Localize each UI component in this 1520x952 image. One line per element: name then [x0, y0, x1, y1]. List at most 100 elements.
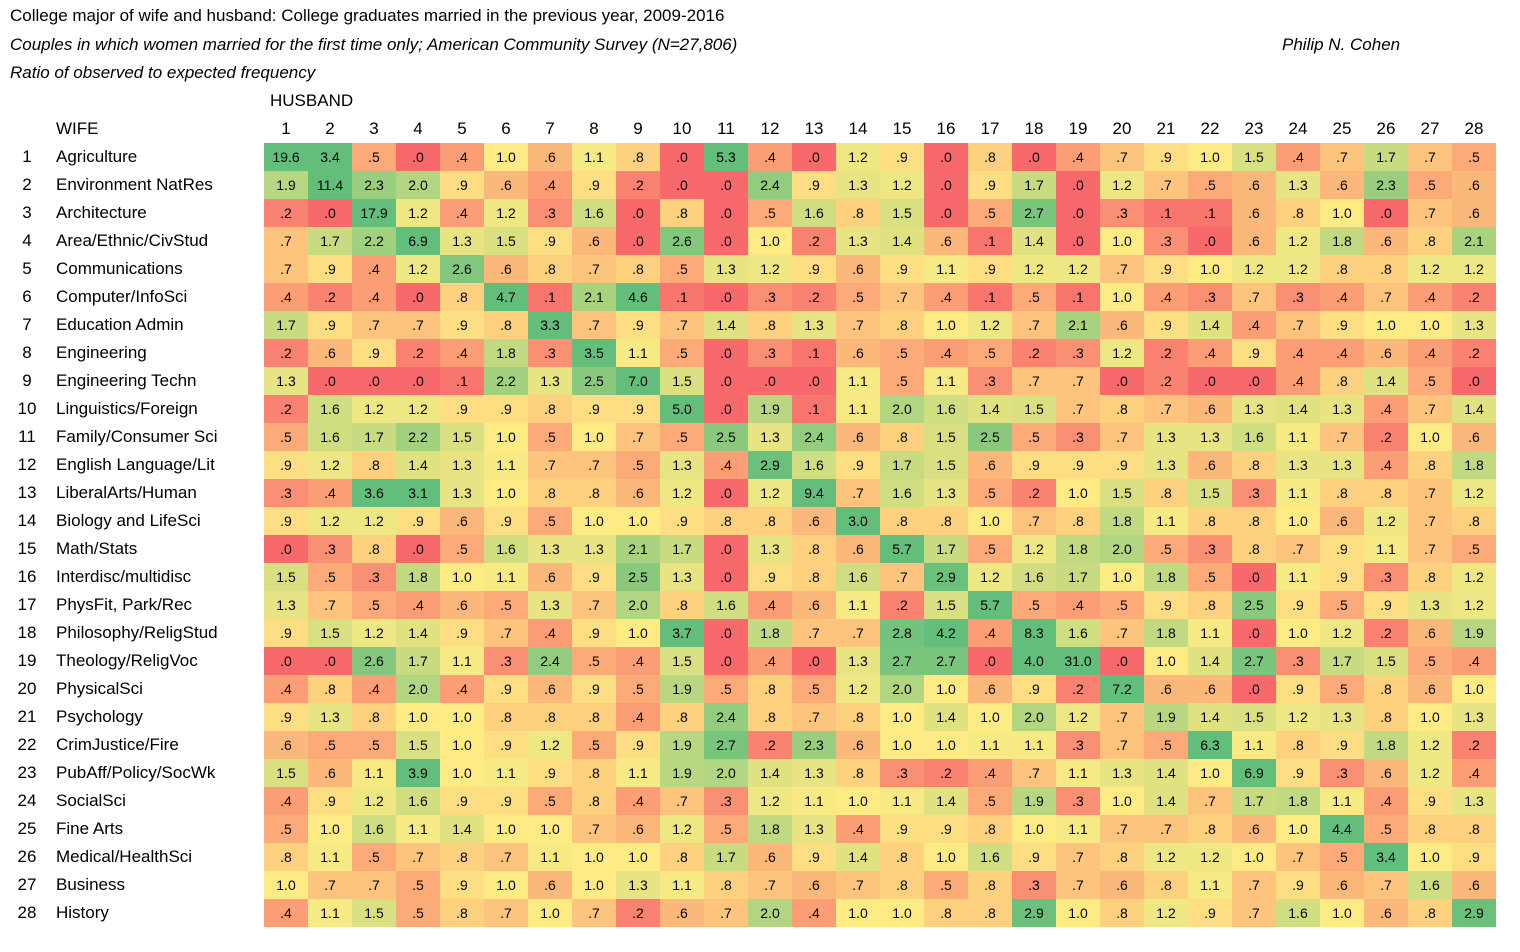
heatmap-cell: 1.9	[1452, 619, 1496, 647]
heatmap-cell: 1.3	[440, 479, 484, 507]
heatmap-cell: 1.3	[836, 647, 880, 675]
heatmap-cell: 1.5	[396, 731, 440, 759]
heatmap-cell: .6	[440, 507, 484, 535]
heatmap-cell: .8	[1188, 815, 1232, 843]
heatmap-cell: 1.2	[1408, 759, 1452, 787]
heatmap-cell: 1.2	[1408, 255, 1452, 283]
heatmap-cell: .7	[484, 899, 528, 927]
heatmap-cell: 1.1	[1232, 731, 1276, 759]
heatmap-cell: .3	[528, 339, 572, 367]
heatmap-cell: 1.9	[264, 171, 308, 199]
heatmap-cell: 3.7	[660, 619, 704, 647]
heatmap-cell: .5	[352, 843, 396, 871]
heatmap-cell: 1.0	[880, 703, 924, 731]
heatmap-cell: 1.4	[924, 703, 968, 731]
heatmap-cell: .9	[264, 703, 308, 731]
heatmap-cell: .0	[660, 143, 704, 171]
heatmap-cell: .5	[1408, 367, 1452, 395]
heatmap-cell: 1.0	[396, 703, 440, 731]
heatmap-cell: .8	[528, 703, 572, 731]
heatmap-cell: .6	[440, 591, 484, 619]
heatmap-cell: .9	[264, 451, 308, 479]
heatmap-cell: 1.4	[1188, 311, 1232, 339]
heatmap-cell: .6	[308, 339, 352, 367]
heatmap-cell: .7	[264, 227, 308, 255]
heatmap-cell: 1.2	[1188, 843, 1232, 871]
heatmap-cell: .3	[748, 339, 792, 367]
heatmap-cell: 1.5	[1232, 143, 1276, 171]
heatmap-cell: .4	[308, 479, 352, 507]
heatmap-cell: .4	[264, 283, 308, 311]
heatmap-cell: 2.9	[748, 451, 792, 479]
heatmap-cell: .8	[880, 423, 924, 451]
heatmap-cell: .1	[968, 227, 1012, 255]
heatmap-cell: .4	[1408, 339, 1452, 367]
heatmap-cell: .9	[880, 815, 924, 843]
heatmap-cell: 2.7	[924, 647, 968, 675]
heatmap-cell: 1.1	[1188, 619, 1232, 647]
heatmap-cell: .7	[1012, 311, 1056, 339]
heatmap-cell: .9	[308, 787, 352, 815]
heatmap-cell: 1.5	[1012, 395, 1056, 423]
heatmap-cell: .8	[660, 591, 704, 619]
heatmap-cell: .2	[1364, 619, 1408, 647]
heatmap-cell: .0	[1056, 227, 1100, 255]
heatmap-cell: .8	[1320, 367, 1364, 395]
heatmap-cell: .9	[572, 563, 616, 591]
row-label: Area/Ethnic/CivStud	[56, 231, 209, 250]
row-number: 11	[18, 427, 36, 446]
heatmap-cell: .4	[748, 143, 792, 171]
heatmap-cell: .7	[572, 311, 616, 339]
heatmap-cell: .8	[572, 479, 616, 507]
heatmap-cell: .0	[1232, 563, 1276, 591]
heatmap-cell: .4	[1452, 759, 1496, 787]
heatmap-cell: 5.3	[704, 143, 748, 171]
row-label: Math/Stats	[56, 539, 138, 558]
heatmap-cell: .6	[1144, 675, 1188, 703]
heatmap-cell: 1.1	[836, 395, 880, 423]
heatmap-cell: .5	[264, 815, 308, 843]
heatmap-cell: .7	[1364, 871, 1408, 899]
heatmap-cell: 1.6	[1012, 563, 1056, 591]
heatmap-cell: .8	[1408, 899, 1452, 927]
heatmap-cell: .8	[704, 507, 748, 535]
heatmap-cell: .8	[1232, 451, 1276, 479]
heatmap-cell: 1.2	[352, 619, 396, 647]
heatmap-cell: .8	[1408, 563, 1452, 591]
column-header: 25	[1332, 119, 1352, 138]
heatmap-cell: .0	[1188, 367, 1232, 395]
heatmap-cell: .6	[572, 227, 616, 255]
heatmap-cell: 1.1	[792, 787, 836, 815]
heatmap-cell: 1.4	[1012, 227, 1056, 255]
heatmap-cell: 31.0	[1056, 647, 1100, 675]
heatmap-cell: .0	[1100, 647, 1144, 675]
row-number: 10	[17, 399, 37, 418]
heatmap-cell: 1.5	[660, 367, 704, 395]
heatmap-cell: 1.0	[572, 843, 616, 871]
heatmap-cell: 11.4	[308, 171, 352, 199]
row-label: Medical/HealthSci	[56, 847, 193, 866]
heatmap-cell: .7	[1144, 171, 1188, 199]
heatmap-cell: .6	[836, 731, 880, 759]
heatmap-cell: .9	[1012, 675, 1056, 703]
heatmap-cell: 1.2	[1012, 535, 1056, 563]
heatmap-cell: 1.2	[352, 507, 396, 535]
heatmap-cell: 1.3	[528, 535, 572, 563]
heatmap-cell: .2	[264, 199, 308, 227]
heatmap-cell: .9	[572, 395, 616, 423]
heatmap-cell: 1.3	[1144, 423, 1188, 451]
heatmap-cell: 1.7	[264, 311, 308, 339]
heatmap-cell: .0	[792, 367, 836, 395]
column-header: 4	[413, 119, 423, 138]
heatmap-cell: 2.5	[1232, 591, 1276, 619]
heatmap-cell: .2	[924, 759, 968, 787]
heatmap-cell: .8	[660, 843, 704, 871]
column-header: 16	[936, 119, 956, 138]
heatmap-cell: 1.7	[1012, 171, 1056, 199]
heatmap-cell: 1.1	[396, 815, 440, 843]
heatmap-cell: .7	[1320, 423, 1364, 451]
heatmap-cell: .8	[1408, 815, 1452, 843]
heatmap-cell: 1.3	[924, 479, 968, 507]
heatmap-cell: .5	[968, 199, 1012, 227]
heatmap-cell: .9	[528, 759, 572, 787]
